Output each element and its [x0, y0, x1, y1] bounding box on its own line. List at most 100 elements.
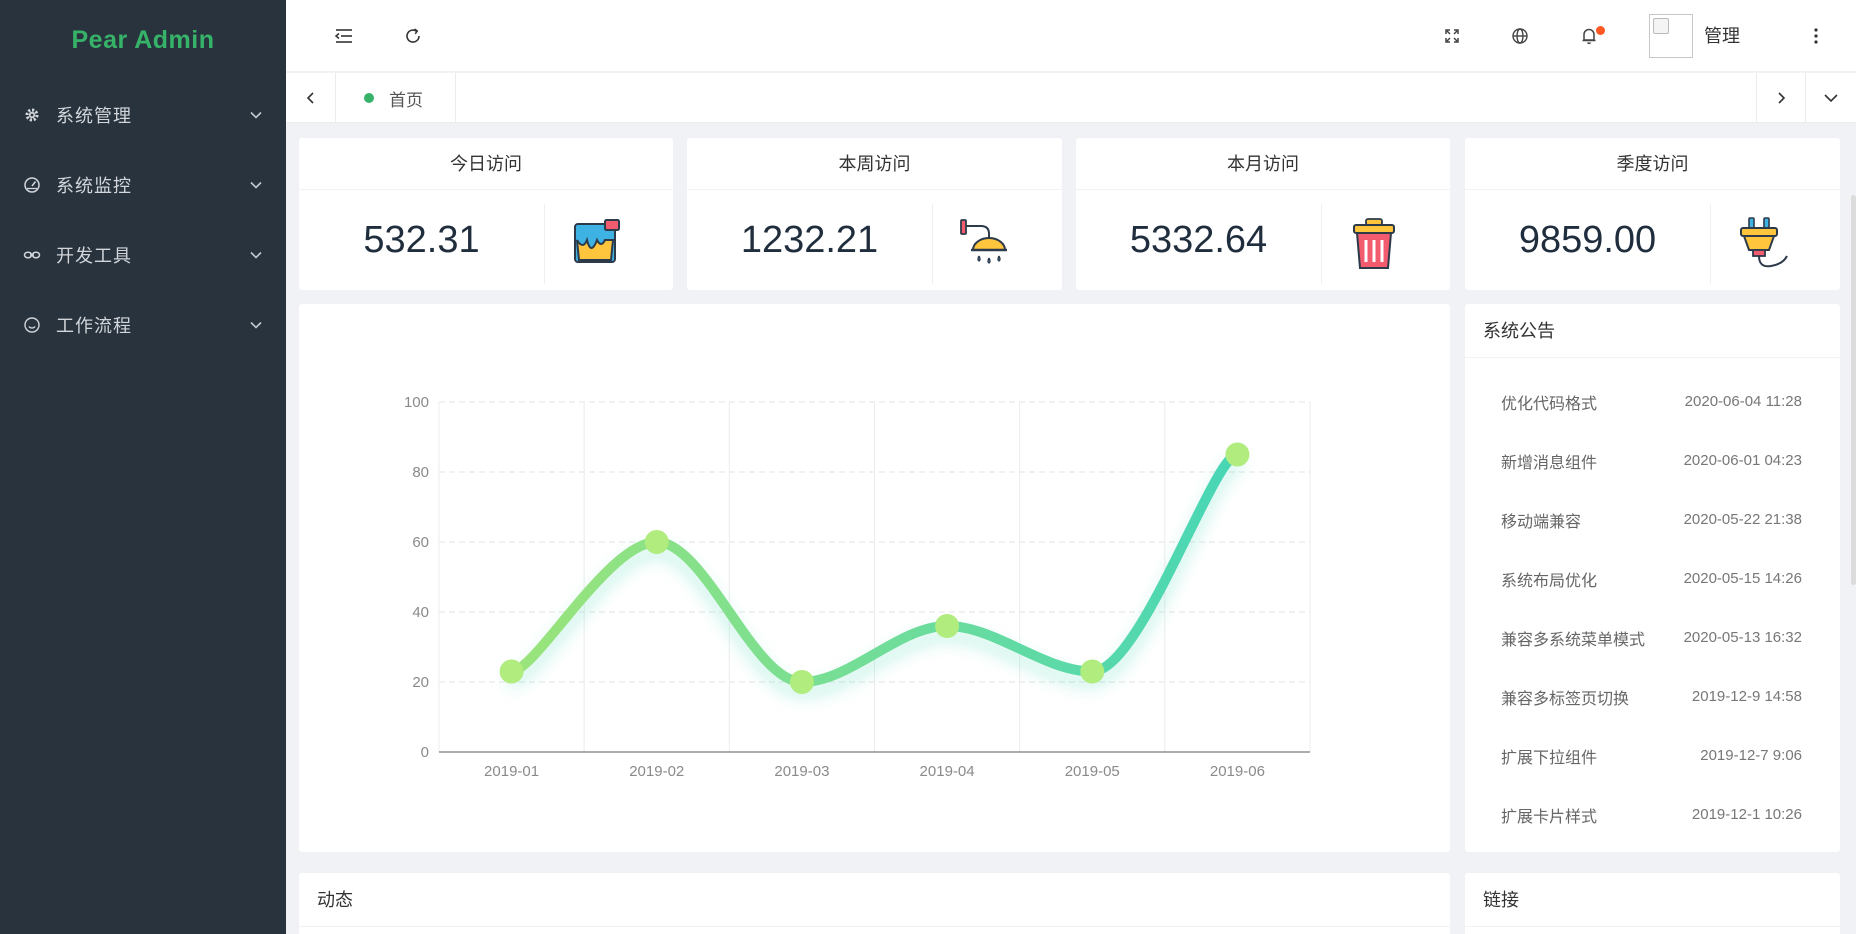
sidebar-item-system-management[interactable]: 系统管理 — [0, 80, 286, 150]
list-item[interactable]: 扩展卡片样式 2019-12-1 10:26 — [1501, 785, 1802, 844]
notice-time: 2020-06-01 04:23 — [1683, 452, 1802, 469]
bell-icon — [1582, 28, 1596, 45]
smile-icon — [22, 315, 42, 335]
tab-scroll-left-button[interactable] — [286, 73, 336, 123]
page-scrollbar[interactable] — [1851, 195, 1856, 585]
avatar[interactable] — [1649, 14, 1693, 58]
stat-card-week: 本周访问 1232.21 — [687, 138, 1062, 290]
stat-value: 9859.00 — [1518, 219, 1657, 261]
x-tick-label: 2019-01 — [484, 763, 539, 780]
top-header: 管理 — [286, 0, 1856, 72]
app-logo[interactable]: Pear Admin — [71, 25, 215, 54]
stat-value: 5332.64 — [1129, 219, 1268, 261]
y-tick-label: 0 — [421, 744, 429, 761]
y-tick-label: 100 — [404, 394, 429, 411]
tab-bar: 首页 — [286, 73, 1856, 123]
notification-dot — [1596, 26, 1605, 35]
dashboard-icon — [22, 175, 42, 195]
shower-icon — [960, 219, 1007, 264]
x-tick-label: 2019-06 — [1210, 763, 1265, 780]
language-button[interactable] — [1502, 18, 1538, 54]
tab-home[interactable]: 首页 — [336, 73, 456, 123]
chevron-down-icon — [248, 317, 264, 333]
x-tick-label: 2019-05 — [1065, 763, 1120, 780]
x-tick-label: 2019-03 — [774, 763, 829, 780]
sidebar-item-label: 系统管理 — [56, 106, 132, 126]
list-item[interactable]: 兼容多标签页切换 2019-12-9 14:58 — [1501, 667, 1802, 726]
stat-card-today: 今日访问 532.31 — [299, 138, 673, 290]
tab-options-button[interactable] — [1806, 73, 1856, 123]
notice-time: 2019-12-9 14:58 — [1691, 688, 1802, 705]
data-point[interactable] — [1080, 659, 1105, 684]
notice-text: 新增消息组件 — [1501, 454, 1598, 472]
stat-value: 532.31 — [363, 219, 480, 261]
fullscreen-button[interactable] — [1434, 18, 1470, 54]
stat-title: 季度访问 — [1465, 138, 1840, 190]
data-point[interactable] — [789, 670, 814, 694]
y-tick-label: 60 — [412, 534, 429, 551]
chevron-left-icon — [306, 92, 314, 104]
active-tab-dot — [364, 93, 374, 103]
notice-time: 2020-06-04 11:28 — [1684, 393, 1802, 410]
refresh-button[interactable] — [395, 18, 431, 54]
visits-line-chart: 0 20 40 60 80 100 2019-01 2019-02 2019-03 2019-04… — [404, 394, 1311, 780]
list-item[interactable]: 新增消息组件 2020-06-01 04:23 — [1501, 431, 1802, 490]
fullscreen-icon — [1445, 29, 1459, 43]
link-icon — [22, 245, 42, 265]
notice-time: 2020-05-13 16:32 — [1683, 629, 1802, 646]
notice-text: 扩展下拉组件 — [1501, 749, 1598, 767]
paint-bucket-icon — [574, 219, 620, 263]
data-point[interactable] — [1225, 442, 1250, 467]
links-title: 链接 — [1465, 873, 1840, 927]
user-name[interactable]: 管理 — [1704, 26, 1740, 46]
chevron-down-icon — [248, 107, 264, 123]
menu-fold-icon — [334, 29, 352, 43]
stat-card-quarter: 季度访问 9859.00 — [1465, 138, 1840, 290]
data-point[interactable] — [644, 530, 669, 554]
list-item[interactable]: 兼容多系统菜单模式 2020-05-13 16:32 — [1501, 608, 1802, 667]
system-notice-card: 系统公告 优化代码格式 2020-06-04 11:28 新增消息组件 2020-0… — [1465, 304, 1840, 852]
notice-text: 系统布局优化 — [1501, 572, 1598, 590]
sidebar-item-system-monitor[interactable]: 系统监控 — [0, 150, 286, 220]
list-item[interactable]: 移动端兼容 2020-05-22 21:38 — [1501, 490, 1802, 549]
dynamic-card: 动态 — [299, 873, 1450, 934]
y-tick-label: 80 — [412, 464, 429, 481]
gear-icon — [22, 105, 42, 125]
list-item[interactable]: 扩展下拉组件 2019-12-7 9:06 — [1501, 726, 1802, 785]
notification-button[interactable] — [1571, 18, 1607, 54]
chevron-down-icon — [248, 177, 264, 193]
notice-list: 优化代码格式 2020-06-04 11:28 新增消息组件 2020-06-01 … — [1465, 358, 1840, 844]
chevron-right-icon — [1778, 92, 1786, 104]
tab-scroll-right-button[interactable] — [1756, 73, 1806, 123]
data-point[interactable] — [935, 614, 960, 638]
collapse-menu-button[interactable] — [326, 18, 362, 54]
chevron-down-icon — [248, 247, 264, 263]
refresh-icon — [406, 28, 420, 43]
data-point[interactable] — [499, 659, 524, 684]
trash-bin-icon — [1353, 218, 1395, 269]
power-plug-icon — [1740, 217, 1788, 268]
notice-text: 扩展卡片样式 — [1501, 808, 1598, 826]
sidebar: Pear Admin 系统管理 系统监控 开发工具 工作流程 — [0, 0, 286, 934]
more-vertical-icon — [1814, 28, 1818, 44]
sidebar-item-dev-tools[interactable]: 开发工具 — [0, 220, 286, 290]
notice-text: 兼容多系统菜单模式 — [1501, 631, 1646, 649]
dynamic-title: 动态 — [299, 873, 1450, 927]
sidebar-item-label: 工作流程 — [56, 316, 132, 336]
sidebar-item-label: 系统监控 — [56, 176, 132, 196]
y-tick-label: 40 — [412, 604, 429, 621]
stat-title: 本周访问 — [687, 138, 1062, 190]
list-item[interactable]: 优化代码格式 2020-06-04 11:28 — [1501, 372, 1802, 431]
more-button[interactable] — [1798, 18, 1834, 54]
visits-chart-card: 0 20 40 60 80 100 2019-01 2019-02 2019-03 2019-04… — [299, 304, 1450, 852]
notice-text: 兼容多标签页切换 — [1501, 690, 1630, 708]
globe-icon — [1512, 28, 1528, 44]
notice-time: 2020-05-22 21:38 — [1683, 511, 1802, 528]
list-item[interactable]: 系统布局优化 2020-05-15 14:26 — [1501, 549, 1802, 608]
stat-title: 今日访问 — [299, 138, 673, 190]
stat-card-month: 本月访问 5332.64 — [1076, 138, 1450, 290]
sidebar-item-workflow[interactable]: 工作流程 — [0, 290, 286, 360]
stat-value: 1232.21 — [740, 219, 879, 261]
x-tick-label: 2019-04 — [920, 763, 975, 780]
notice-time: 2019-12-7 9:06 — [1700, 747, 1802, 764]
